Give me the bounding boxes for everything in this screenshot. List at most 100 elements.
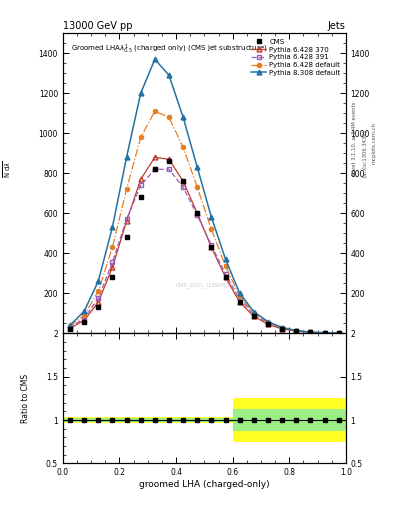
Legend: CMS, Pythia 6.428 370, Pythia 6.428 391, Pythia 6.428 default, Pythia 8.308 defa: CMS, Pythia 6.428 370, Pythia 6.428 391,… — [249, 37, 342, 78]
Pythia 8.308 default — [152, 56, 157, 62]
Pythia 8.308 default — [138, 90, 143, 96]
Pythia 6.428 370 — [96, 299, 101, 305]
Pythia 6.428 391 — [336, 330, 341, 336]
Pythia 6.428 default — [96, 288, 101, 294]
Pythia 6.428 370 — [308, 329, 313, 335]
Pythia 8.308 default — [181, 114, 185, 120]
Pythia 6.428 default — [266, 319, 270, 326]
Pythia 8.308 default — [209, 214, 214, 220]
Pythia 6.428 370 — [138, 176, 143, 182]
Text: mcplots.cern.ch: mcplots.cern.ch — [371, 122, 376, 164]
CMS — [82, 319, 86, 326]
Pythia 6.428 default — [322, 330, 327, 336]
Pythia 6.428 391 — [195, 212, 200, 219]
Pythia 6.428 370 — [181, 178, 185, 184]
Pythia 6.428 391 — [266, 320, 270, 326]
Pythia 6.428 370 — [195, 210, 200, 217]
Pythia 6.428 370 — [294, 328, 299, 334]
CMS — [110, 274, 115, 281]
Text: [arXiv:1306.3436]: [arXiv:1306.3436] — [362, 130, 367, 178]
Pythia 8.308 default — [223, 256, 228, 262]
Pythia 6.428 391 — [181, 184, 185, 190]
CMS — [195, 210, 200, 217]
Text: Jets: Jets — [328, 21, 346, 31]
Pythia 6.428 default — [308, 329, 313, 335]
CMS — [308, 329, 313, 335]
Pythia 6.428 370 — [124, 218, 129, 224]
CMS — [152, 166, 157, 173]
Pythia 6.428 default — [294, 328, 299, 334]
Pythia 6.428 default — [181, 144, 185, 151]
Pythia 6.428 370 — [336, 330, 341, 336]
Pythia 8.308 default — [308, 329, 313, 335]
Line: Pythia 6.428 391: Pythia 6.428 391 — [68, 167, 341, 335]
Pythia 6.428 370 — [68, 325, 72, 331]
Pythia 6.428 391 — [223, 271, 228, 278]
CMS — [138, 194, 143, 200]
Pythia 6.428 391 — [124, 216, 129, 222]
Pythia 8.308 default — [167, 72, 171, 78]
CMS — [68, 326, 72, 332]
Pythia 8.308 default — [96, 278, 101, 284]
CMS — [223, 274, 228, 281]
Pythia 6.428 default — [124, 186, 129, 193]
Pythia 6.428 391 — [82, 315, 86, 322]
CMS — [96, 304, 101, 310]
Pythia 6.428 default — [336, 330, 341, 336]
Pythia 6.428 391 — [110, 259, 115, 265]
Pythia 8.308 default — [237, 290, 242, 296]
Pythia 8.308 default — [252, 309, 256, 315]
Pythia 8.308 default — [82, 308, 86, 314]
Pythia 6.428 default — [195, 184, 200, 190]
CMS — [124, 234, 129, 241]
Pythia 8.308 default — [322, 330, 327, 336]
Pythia 6.428 default — [223, 263, 228, 269]
CMS — [167, 158, 171, 164]
CMS — [294, 328, 299, 334]
Pythia 6.428 370 — [237, 299, 242, 305]
Pythia 6.428 391 — [138, 182, 143, 188]
Line: Pythia 6.428 default: Pythia 6.428 default — [68, 109, 341, 335]
CMS — [336, 330, 341, 336]
Pythia 6.428 391 — [96, 295, 101, 302]
CMS — [322, 330, 327, 336]
Pythia 8.308 default — [294, 328, 299, 334]
CMS — [237, 299, 242, 305]
CMS — [209, 244, 214, 250]
Pythia 6.428 391 — [209, 242, 214, 248]
Pythia 6.428 370 — [266, 321, 270, 327]
Text: CMS_2021_I1894502: CMS_2021_I1894502 — [176, 283, 233, 288]
Pythia 6.428 default — [68, 323, 72, 329]
Pythia 8.308 default — [280, 325, 285, 331]
Pythia 6.428 370 — [167, 156, 171, 162]
Pythia 6.428 391 — [308, 329, 313, 335]
Pythia 6.428 370 — [322, 330, 327, 336]
Pythia 6.428 370 — [209, 244, 214, 250]
Text: $\frac{1}{\mathrm{N}}\frac{\mathrm{d}N}{\mathrm{d}\lambda}$: $\frac{1}{\mathrm{N}}\frac{\mathrm{d}N}{… — [0, 160, 13, 178]
CMS — [266, 321, 270, 327]
Pythia 6.428 370 — [82, 317, 86, 324]
X-axis label: groomed LHA (charged-only): groomed LHA (charged-only) — [139, 480, 270, 489]
Line: Pythia 6.428 370: Pythia 6.428 370 — [68, 155, 341, 335]
Pythia 6.428 default — [152, 108, 157, 114]
Pythia 6.428 default — [209, 226, 214, 232]
Pythia 6.428 370 — [280, 326, 285, 332]
Pythia 6.428 default — [110, 244, 115, 250]
Pythia 6.428 391 — [294, 328, 299, 334]
Pythia 8.308 default — [336, 330, 341, 336]
Pythia 6.428 391 — [237, 296, 242, 303]
Line: Pythia 8.308 default: Pythia 8.308 default — [68, 57, 341, 335]
Pythia 6.428 391 — [152, 166, 157, 173]
Text: Rivet 3.1.10, ≥ 3.4M events: Rivet 3.1.10, ≥ 3.4M events — [352, 101, 357, 175]
Pythia 6.428 370 — [252, 313, 256, 319]
Line: CMS: CMS — [68, 159, 341, 335]
Text: Groomed LHA$\lambda^1_{0.5}$ (charged only) (CMS jet substructure): Groomed LHA$\lambda^1_{0.5}$ (charged on… — [72, 42, 268, 56]
Y-axis label: Ratio to CMS: Ratio to CMS — [21, 374, 30, 423]
Pythia 8.308 default — [266, 318, 270, 325]
Pythia 6.428 370 — [152, 154, 157, 160]
Pythia 6.428 391 — [167, 166, 171, 173]
Pythia 8.308 default — [68, 322, 72, 328]
Pythia 6.428 default — [280, 325, 285, 331]
Pythia 6.428 default — [252, 310, 256, 316]
Pythia 8.308 default — [195, 164, 200, 170]
